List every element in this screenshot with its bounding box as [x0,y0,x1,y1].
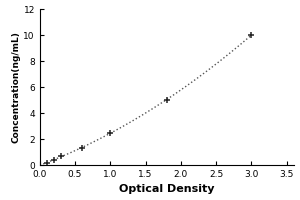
Y-axis label: Concentration(ng/mL): Concentration(ng/mL) [12,31,21,143]
X-axis label: Optical Density: Optical Density [119,184,214,194]
